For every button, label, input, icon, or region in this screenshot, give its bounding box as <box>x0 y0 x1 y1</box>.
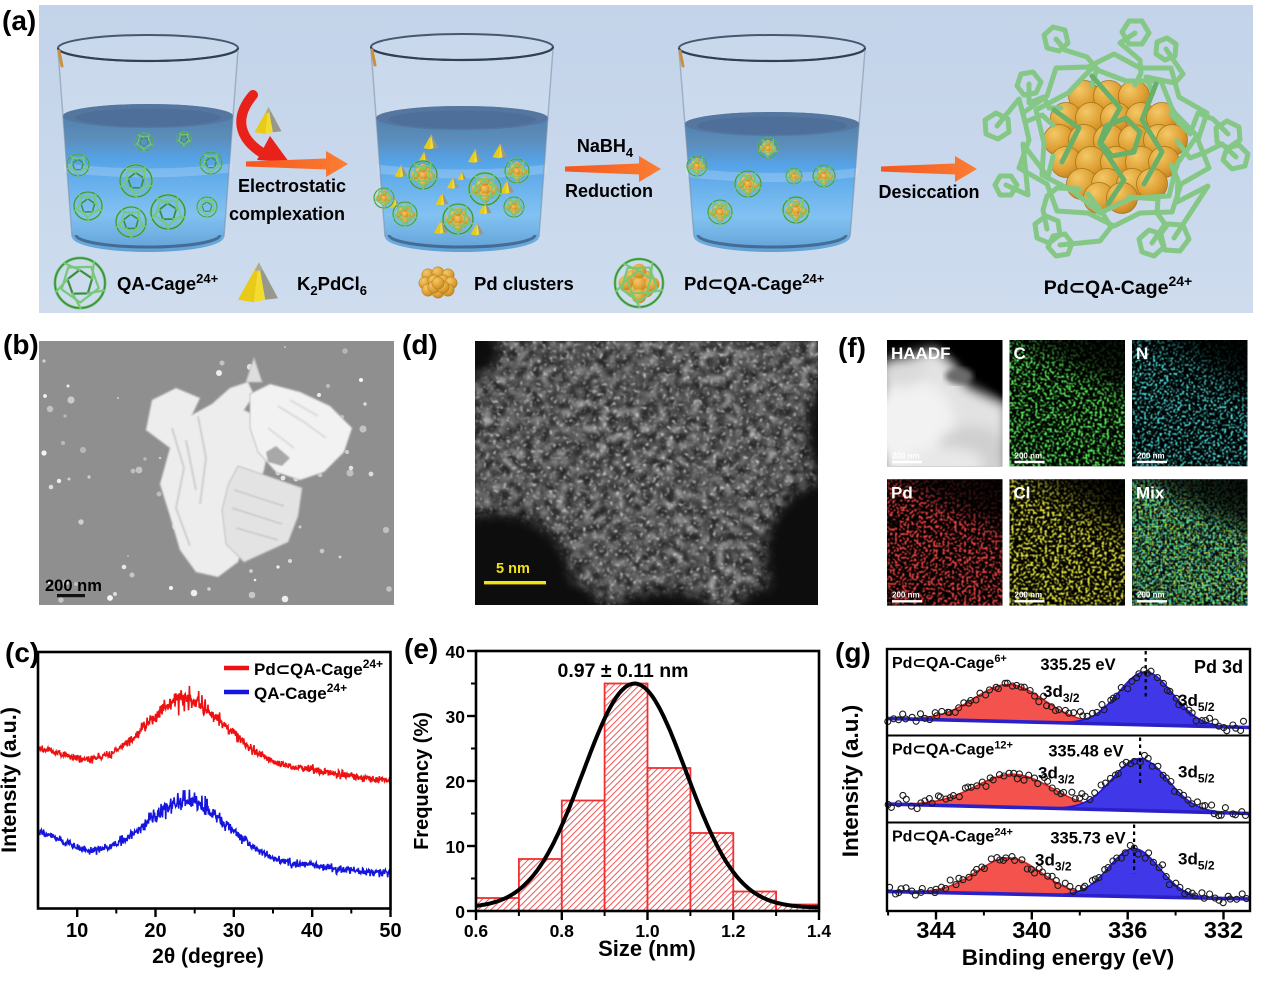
svg-text:Frequency (%): Frequency (%) <box>411 712 433 850</box>
svg-text:20: 20 <box>446 772 466 792</box>
svg-text:335.25 eV: 335.25 eV <box>1040 656 1115 674</box>
svg-text:Pd⊂QA-Cage24+: Pd⊂QA-Cage24+ <box>254 657 383 679</box>
svg-text:QA-Cage24+: QA-Cage24+ <box>117 271 219 294</box>
svg-text:QA-Cage24+: QA-Cage24+ <box>254 681 347 703</box>
svg-text:Intensity (a.u.): Intensity (a.u.) <box>0 707 21 853</box>
svg-text:200 nm: 200 nm <box>1015 591 1043 600</box>
svg-text:5 nm: 5 nm <box>496 561 530 577</box>
svg-text:K2PdCl6: K2PdCl6 <box>297 273 367 298</box>
svg-text:3d5/2: 3d5/2 <box>1178 850 1215 873</box>
svg-text:30: 30 <box>223 920 245 942</box>
svg-text:Electrostatic: Electrostatic <box>238 176 346 196</box>
svg-text:10: 10 <box>446 837 466 857</box>
svg-text:340: 340 <box>1012 917 1051 943</box>
svg-text:200 nm: 200 nm <box>1015 451 1043 460</box>
svg-text:Binding energy (eV): Binding energy (eV) <box>962 945 1175 970</box>
svg-text:20: 20 <box>144 920 166 942</box>
svg-text:(a): (a) <box>2 5 36 36</box>
svg-text:(d): (d) <box>402 329 438 360</box>
svg-text:0.97 ± 0.11 nm: 0.97 ± 0.11 nm <box>557 660 688 682</box>
svg-text:Desiccation: Desiccation <box>878 182 979 202</box>
svg-text:Pd⊂QA-Cage24+: Pd⊂QA-Cage24+ <box>892 827 1013 846</box>
svg-text:344: 344 <box>916 917 955 943</box>
svg-text:(f): (f) <box>838 332 866 363</box>
svg-text:1.2: 1.2 <box>721 921 746 941</box>
svg-text:Pd⊂QA-Cage12+: Pd⊂QA-Cage12+ <box>892 740 1013 759</box>
svg-text:30: 30 <box>446 707 466 727</box>
svg-text:Pd 3d: Pd 3d <box>1194 657 1243 677</box>
svg-text:N: N <box>1136 344 1148 363</box>
svg-text:200 nm: 200 nm <box>892 591 920 600</box>
svg-text:3d3/2: 3d3/2 <box>1043 682 1080 705</box>
svg-text:0.6: 0.6 <box>464 921 489 941</box>
svg-text:HAADF: HAADF <box>891 344 951 363</box>
svg-text:complexation: complexation <box>229 204 345 224</box>
svg-text:10: 10 <box>66 920 88 942</box>
svg-text:0: 0 <box>455 902 465 922</box>
svg-text:Pd⊂QA-Cage24+: Pd⊂QA-Cage24+ <box>1044 273 1192 299</box>
svg-text:200 nm: 200 nm <box>1137 591 1165 600</box>
svg-text:2θ (degree): 2θ (degree) <box>152 945 264 968</box>
svg-text:Reduction: Reduction <box>565 181 653 201</box>
svg-text:Pd⊂QA-Cage6+: Pd⊂QA-Cage6+ <box>892 653 1007 672</box>
svg-text:1.0: 1.0 <box>635 921 660 941</box>
svg-text:Pd clusters: Pd clusters <box>474 273 574 294</box>
svg-text:Size (nm): Size (nm) <box>598 936 696 961</box>
svg-text:Cl: Cl <box>1014 483 1031 502</box>
svg-text:(e): (e) <box>404 633 438 664</box>
svg-text:(c): (c) <box>5 637 39 668</box>
svg-text:(g): (g) <box>835 637 871 668</box>
svg-text:50: 50 <box>379 920 401 942</box>
svg-text:200 nm: 200 nm <box>1137 451 1165 460</box>
svg-text:1.4: 1.4 <box>807 921 832 941</box>
svg-text:Pd⊂QA-Cage24+: Pd⊂QA-Cage24+ <box>684 271 825 294</box>
svg-text:0.8: 0.8 <box>550 921 575 941</box>
svg-text:200 nm: 200 nm <box>45 577 102 595</box>
svg-text:336: 336 <box>1108 917 1147 943</box>
svg-text:40: 40 <box>301 920 323 942</box>
svg-text:(b): (b) <box>3 329 39 360</box>
svg-text:3d5/2: 3d5/2 <box>1178 763 1215 786</box>
svg-text:Intensity (a.u.): Intensity (a.u.) <box>838 705 863 858</box>
svg-text:C: C <box>1014 344 1026 363</box>
svg-text:332: 332 <box>1204 917 1243 943</box>
svg-text:335.48 eV: 335.48 eV <box>1048 743 1123 761</box>
svg-text:335.73 eV: 335.73 eV <box>1050 830 1125 848</box>
svg-text:Pd: Pd <box>891 483 913 502</box>
svg-text:Mix: Mix <box>1136 483 1165 502</box>
svg-text:40: 40 <box>446 642 466 662</box>
svg-text:200 nm: 200 nm <box>892 451 920 460</box>
